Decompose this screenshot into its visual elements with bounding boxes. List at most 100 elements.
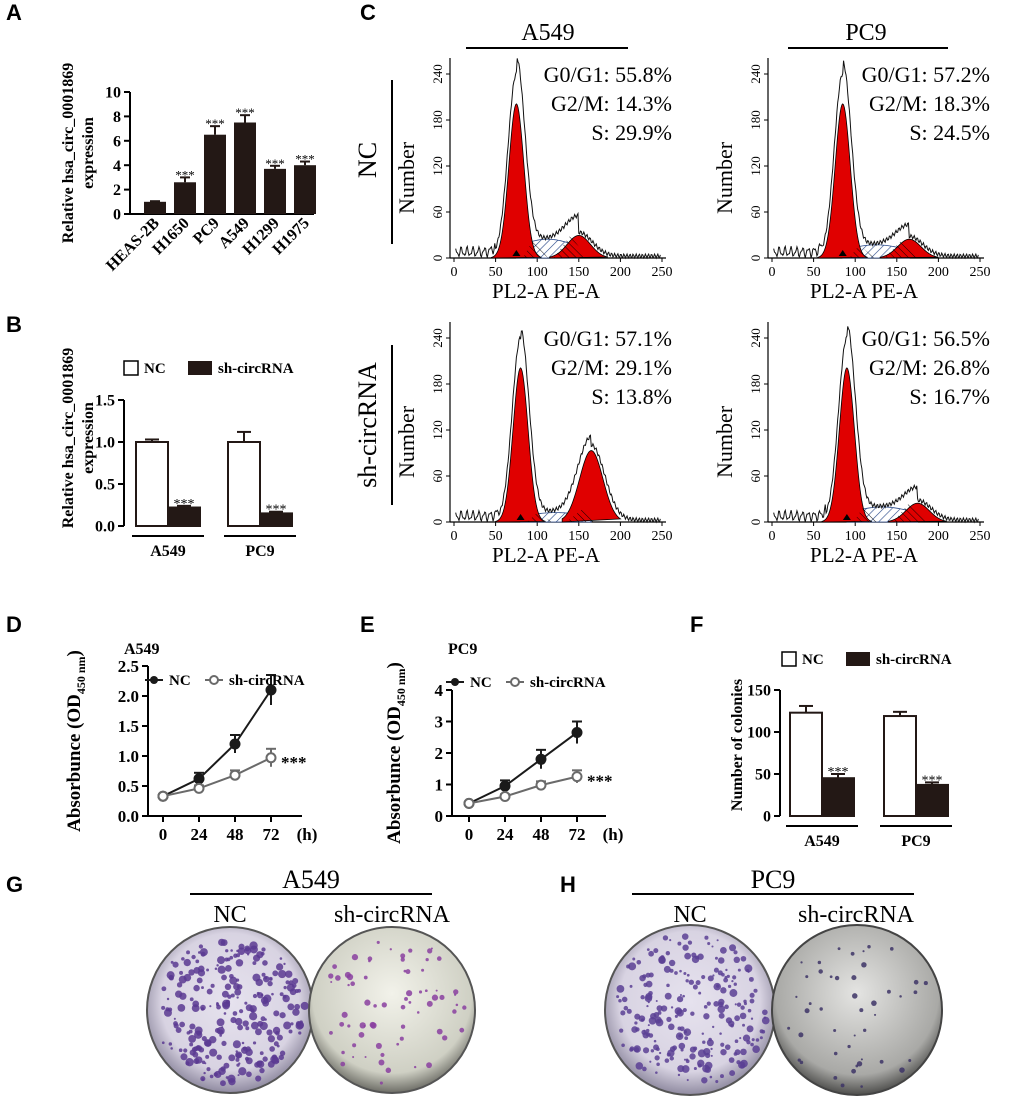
colony-dot [762, 1009, 768, 1016]
colony-dot [649, 1060, 652, 1063]
colony-dot [400, 1004, 406, 1010]
colony-dot [216, 1018, 225, 1027]
data-point [157, 790, 169, 802]
colony-dot [282, 994, 290, 1003]
colony-dot [220, 1080, 226, 1087]
colony-dot [642, 1066, 647, 1072]
colony-dot [644, 994, 653, 1003]
colony-dot [629, 984, 633, 988]
y-axis-label: Number [394, 141, 419, 214]
colony-dot [173, 1017, 176, 1020]
colony-dot [219, 1034, 222, 1037]
colony-dot [734, 1015, 741, 1022]
colony-dot [267, 980, 273, 987]
chart-title: PC9 [448, 641, 477, 658]
colony-dot [453, 989, 459, 995]
colony-dot [616, 984, 625, 993]
data-point [193, 773, 205, 785]
group-label: A549 [804, 833, 840, 850]
colony-dot [707, 942, 711, 946]
colony-dot [295, 1021, 302, 1027]
colony-dot [253, 954, 261, 962]
x-tick-label: 200 [610, 265, 631, 280]
colony-dot [194, 1030, 203, 1039]
colony-dot [260, 1060, 263, 1063]
colony-dot [206, 1067, 211, 1072]
colony-dot [189, 997, 194, 1002]
legend-label: NC [802, 652, 824, 668]
colony-dot [271, 1056, 280, 1065]
colony-dot [729, 1070, 736, 1077]
y-tick-label: 240 [748, 64, 763, 84]
data-point [265, 684, 277, 696]
x-tick-label: 150 [568, 529, 589, 544]
colony-dot [753, 988, 758, 993]
g1-peak [495, 367, 546, 523]
group-label: PC9 [245, 543, 274, 560]
colony-dot [681, 933, 689, 940]
y-tick-label: 60 [748, 470, 763, 483]
panel-label-e: E [360, 612, 375, 637]
colony-dot [244, 1056, 250, 1061]
colony-dot [685, 1059, 690, 1064]
legend-label: sh-circRNA [530, 675, 606, 691]
x-tick-label: 250 [652, 265, 673, 280]
plate-panel-h: PC9 NC sh-circRNA [604, 865, 943, 1096]
plate-panel-g: A549 NC sh-circRNA [146, 865, 476, 1094]
colony-dot [709, 1075, 713, 1079]
colony-dot [720, 1042, 725, 1047]
colony-dot [244, 1001, 248, 1005]
colony-dot [406, 990, 413, 997]
x-tick-label: 0 [451, 265, 458, 280]
colony-dot [288, 1029, 293, 1034]
colony-dot [263, 994, 272, 1003]
y-tick-label: 120 [430, 156, 445, 176]
colony-dot [669, 968, 674, 973]
peak-marker [512, 250, 521, 256]
colony-dot [653, 948, 659, 954]
x-tick-label: 150 [568, 265, 589, 280]
column-header: PC9 [845, 20, 886, 46]
colony-dot [685, 979, 689, 983]
colony-dot [380, 1052, 385, 1057]
x-axis-label: PL2-A PE-A [810, 279, 919, 303]
colony-dot [632, 957, 636, 961]
row-label: sh-circRNA [353, 362, 382, 488]
colony-dot [683, 1028, 692, 1037]
legend-label: sh-circRNA [229, 673, 305, 689]
colony-dot [279, 957, 283, 960]
x-axis-label: PL2-A PE-A [492, 543, 601, 567]
colony-dot [197, 969, 206, 977]
x-tick-label: 50 [807, 265, 821, 280]
colony-dot [340, 1061, 346, 1067]
colony-dot [256, 1060, 265, 1068]
colony-dot [697, 1059, 705, 1068]
cell-cycle-percent: S: 29.9% [591, 120, 672, 145]
x-tick-label: 72 [569, 825, 586, 844]
colony-dot [206, 968, 210, 972]
colony-dot [676, 996, 684, 1003]
x-tick-label: 150 [886, 529, 907, 544]
colony-dot [724, 1004, 729, 1010]
x-tick-label: 100 [845, 529, 866, 544]
colony-dot [235, 1051, 243, 1059]
y-tick-label: 4 [113, 158, 121, 175]
colony-dot [332, 964, 337, 969]
chart-panel-d: 0.0 0.5 1.0 1.5 2.0 2.5 0 24 48 72 (h) A549 Absorbun… [64, 641, 317, 844]
y-axis-label-line: expression [80, 402, 97, 474]
colony-dot [650, 1049, 655, 1053]
colony-dot [161, 986, 167, 992]
colony-dot [642, 1047, 650, 1054]
colony-dot [269, 1046, 275, 1052]
colony-dot [175, 1027, 182, 1033]
colony-dot [364, 1055, 367, 1058]
bar [174, 182, 196, 214]
legend-swatch-sh [846, 652, 870, 666]
chart-panel-e: 0 1 2 3 4 0 24 48 72 (h) PC9 Absorbunce (OD450 nm) *… [384, 641, 623, 844]
y-axis-label-end: ) [64, 650, 85, 656]
colony-dot [697, 1049, 706, 1058]
colony-dot [712, 974, 715, 977]
histogram-outline [455, 58, 661, 260]
x-tick-label: 150 [886, 265, 907, 280]
colony-dot [405, 969, 411, 975]
